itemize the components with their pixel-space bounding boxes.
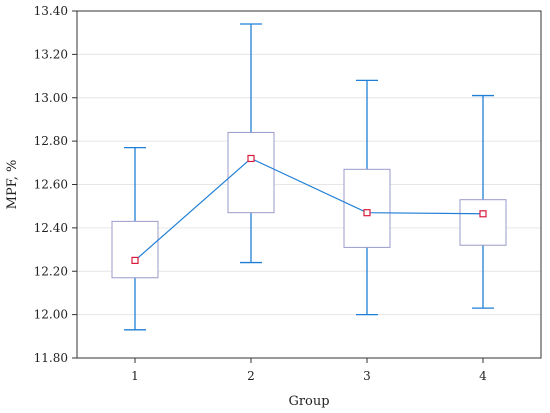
box xyxy=(343,168,391,248)
y-tick-label: 12.20 xyxy=(34,264,68,278)
y-tick-label: 13.40 xyxy=(34,4,68,18)
x-axis-title: Group xyxy=(288,394,329,409)
y-tick-label: 13.20 xyxy=(34,47,68,61)
box xyxy=(111,220,159,279)
center-marker xyxy=(131,256,139,265)
box xyxy=(459,199,507,246)
y-axis-title: MPF, % xyxy=(5,160,20,210)
y-tick-label: 12.00 xyxy=(34,308,68,322)
y-tick-label: 12.40 xyxy=(34,221,68,235)
x-tick-label: 3 xyxy=(363,369,371,383)
center-marker xyxy=(479,210,487,218)
y-tick-label: 11.80 xyxy=(34,351,68,365)
y-tick-label: 13.00 xyxy=(34,91,68,105)
x-tick-label: 1 xyxy=(131,369,139,383)
center-marker xyxy=(247,154,255,163)
center-line xyxy=(134,157,484,261)
y-tick-label: 12.80 xyxy=(34,134,68,148)
x-tick-label: 4 xyxy=(479,369,487,383)
center-marker xyxy=(363,209,371,217)
x-tick-label: 2 xyxy=(247,369,255,383)
y-tick-label: 12.60 xyxy=(34,178,68,192)
